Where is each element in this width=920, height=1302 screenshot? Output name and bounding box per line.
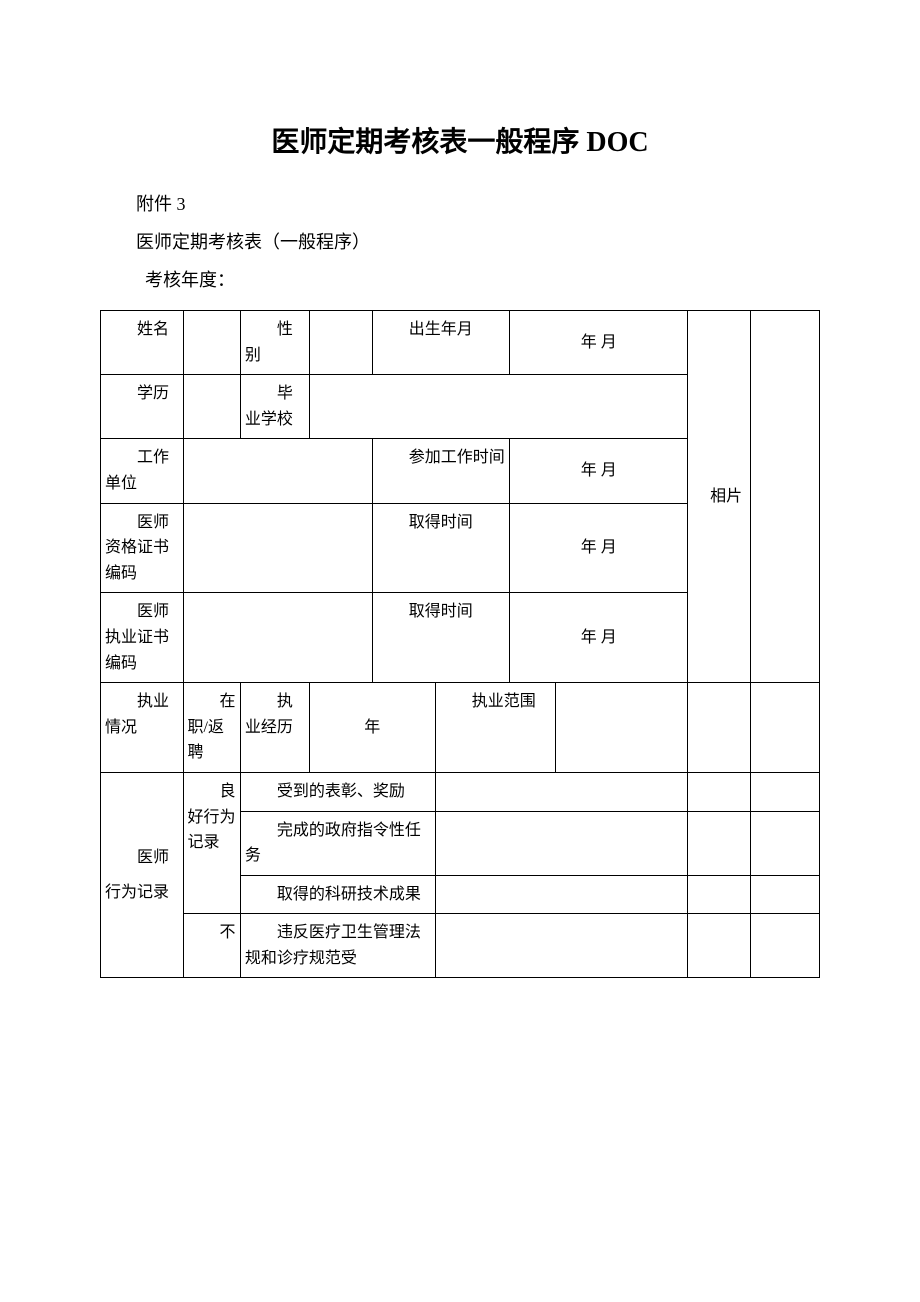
value-prac-cert	[183, 593, 372, 683]
assessment-table: 姓名 性别 出生年月 年 月 相片 学历 毕业学校 工作单位 参加工作时间 年 …	[100, 310, 820, 978]
label-award: 受到的表彰、奖励	[240, 772, 435, 811]
value-violation	[435, 914, 687, 978]
empty-cell	[688, 811, 751, 875]
empty-cell	[688, 914, 751, 978]
value-join: 年 月	[510, 439, 688, 503]
label-gender: 性别	[240, 311, 309, 375]
empty-cell	[751, 811, 820, 875]
value-edu	[183, 375, 240, 439]
label-govtask: 完成的政府指令性任务	[240, 811, 435, 875]
empty-cell	[688, 875, 751, 914]
label-school: 毕业学校	[240, 375, 309, 439]
label-bad: 不	[183, 914, 240, 978]
value-unit	[183, 439, 372, 503]
value-prac-time: 年 月	[510, 593, 688, 683]
value-name	[183, 311, 240, 375]
empty-cell	[688, 683, 751, 773]
attachment-label: 附件 3	[100, 190, 820, 216]
value-qual-cert	[183, 503, 372, 593]
value-birth: 年 月	[510, 311, 688, 375]
label-record: 医师行为记录	[101, 772, 184, 978]
value-gender	[309, 311, 372, 375]
value-qual-time: 年 月	[510, 503, 688, 593]
assessment-year: 考核年度：	[100, 266, 820, 292]
label-violation: 违反医疗卫生管理法规和诊疗规范受	[240, 914, 435, 978]
label-status: 执业情况	[101, 683, 184, 773]
label-research: 取得的科研技术成果	[240, 875, 435, 914]
label-name: 姓名	[101, 311, 184, 375]
empty-cell	[751, 772, 820, 811]
label-exp: 执业经历	[240, 683, 309, 773]
label-unit: 工作单位	[101, 439, 184, 503]
label-onjob: 在职/返聘	[183, 683, 240, 773]
empty-cell	[751, 683, 820, 773]
label-qual-cert: 医师资格证书编码	[101, 503, 184, 593]
form-name: 医师定期考核表（一般程序）	[100, 228, 820, 254]
value-school	[309, 375, 687, 439]
empty-cell	[751, 875, 820, 914]
photo-cell-2	[751, 311, 820, 683]
label-join: 参加工作时间	[372, 439, 510, 503]
empty-cell	[688, 772, 751, 811]
label-qual-time: 取得时间	[372, 503, 510, 593]
page-title: 医师定期考核表一般程序 DOC	[100, 120, 820, 160]
label-good: 良好行为记录	[183, 772, 240, 913]
label-scope: 执业范围	[435, 683, 555, 773]
label-edu: 学历	[101, 375, 184, 439]
value-years: 年	[309, 683, 435, 773]
value-scope	[556, 683, 688, 773]
value-award	[435, 772, 687, 811]
label-prac-time: 取得时间	[372, 593, 510, 683]
value-research	[435, 875, 687, 914]
empty-cell	[751, 914, 820, 978]
value-govtask	[435, 811, 687, 875]
label-birth: 出生年月	[372, 311, 510, 375]
photo-cell: 相片	[688, 311, 751, 683]
label-prac-cert: 医师执业证书编码	[101, 593, 184, 683]
